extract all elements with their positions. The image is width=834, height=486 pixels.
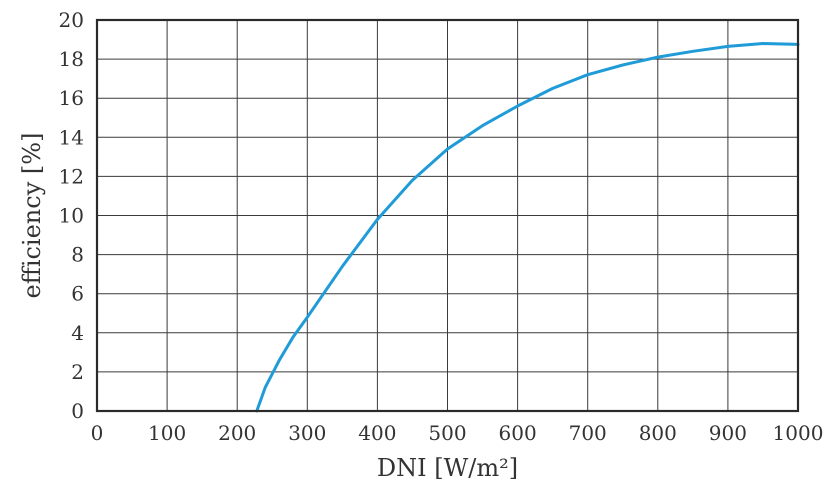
x-tick-label: 700 xyxy=(569,421,607,445)
y-tick-label: 16 xyxy=(59,86,84,110)
x-tick-label: 500 xyxy=(428,421,466,445)
y-tick-labels: 0 2 4 6 8 10 12 14 16 18 20 xyxy=(59,8,84,423)
y-tick-label: 20 xyxy=(59,8,84,32)
y-tick-label: 8 xyxy=(71,243,84,267)
y-tick-label: 6 xyxy=(71,282,84,306)
x-tick-label: 800 xyxy=(639,421,677,445)
y-tick-label: 2 xyxy=(71,360,84,384)
x-tick-label: 600 xyxy=(499,421,537,445)
x-tick-labels: 0 100 200 300 400 500 600 700 800 900 1000 xyxy=(91,421,824,445)
series-layer xyxy=(255,42,800,413)
y-tick-label: 12 xyxy=(59,164,84,188)
x-tick-label: 1000 xyxy=(773,421,824,445)
x-tick-label: 400 xyxy=(358,421,396,445)
y-tick-label: 4 xyxy=(71,321,84,345)
x-tick-label: 200 xyxy=(218,421,256,445)
x-tick-label: 100 xyxy=(148,421,186,445)
y-tick-label: 18 xyxy=(59,47,84,71)
y-tick-label: 0 xyxy=(71,399,84,423)
x-axis-title: DNI [W/m²] xyxy=(377,454,518,482)
x-tick-label: 300 xyxy=(288,421,326,445)
y-axis-title: efficiency [%] xyxy=(18,133,46,299)
gridlines xyxy=(96,19,799,412)
x-tick-label: 900 xyxy=(709,421,747,445)
y-tick-label: 10 xyxy=(59,204,84,228)
plot-frame xyxy=(95,18,800,413)
x-tick-label: 0 xyxy=(91,421,104,445)
efficiency-series-line xyxy=(255,42,800,413)
y-tick-label: 14 xyxy=(59,125,84,149)
